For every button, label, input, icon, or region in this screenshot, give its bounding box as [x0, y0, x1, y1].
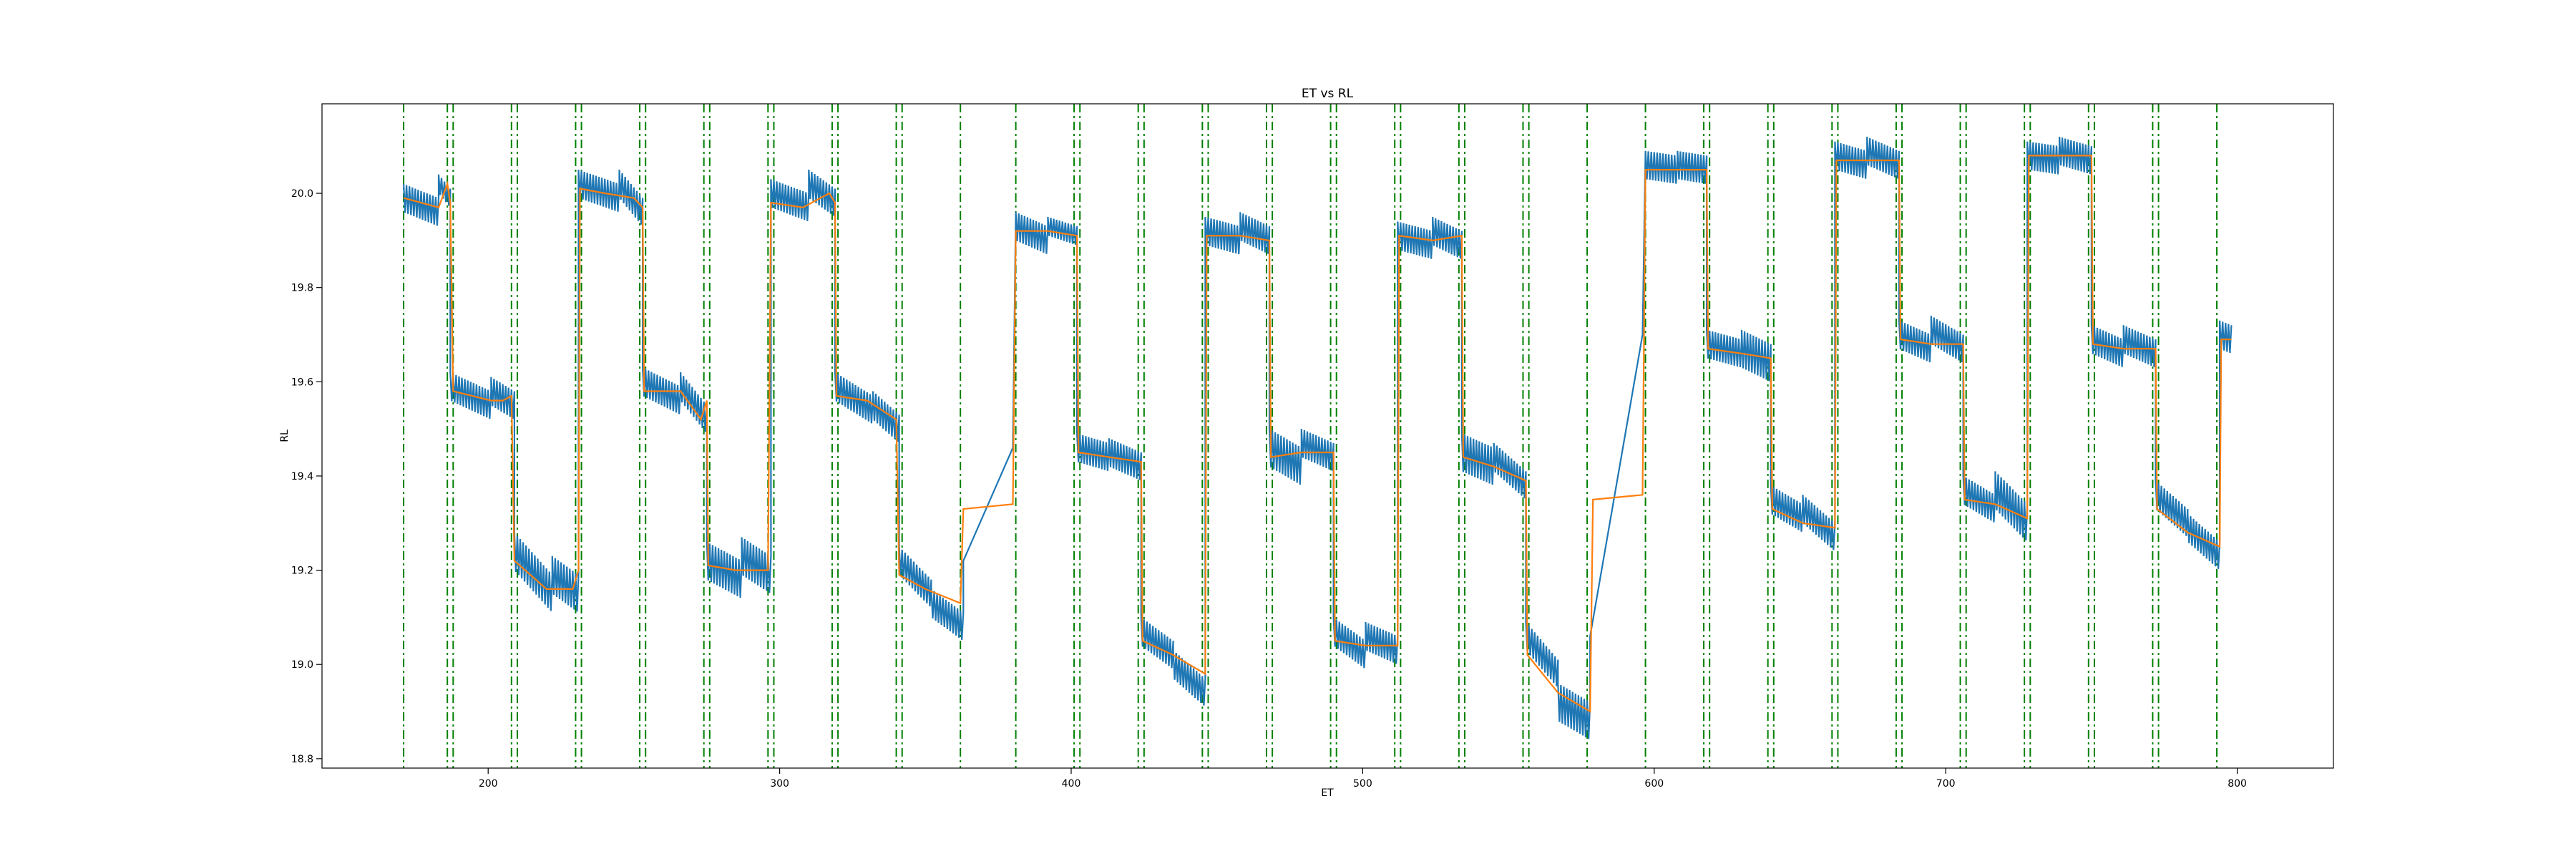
axes-frame [321, 103, 2334, 769]
x-tick-label-300: 300 [770, 778, 789, 790]
vertical-markers [403, 104, 2218, 768]
y-tick-label-5: 19.8 [291, 283, 313, 294]
x-tick-label-200: 200 [479, 778, 498, 790]
x-axis: 200 300 400 500 600 700 800 [479, 768, 2247, 790]
y-tick-label-2: 19.2 [291, 566, 313, 577]
y-tick-label-4: 19.6 [291, 377, 313, 388]
y-tick-label-3: 19.4 [291, 471, 313, 482]
x-tick-label-700: 700 [1936, 778, 1956, 790]
smoothed-series [403, 155, 2232, 713]
x-tick-label-800: 800 [2228, 778, 2247, 790]
chart-title: ET vs RL [1302, 87, 1354, 101]
smoothed-line [403, 155, 2232, 713]
x-axis-label: ET [1321, 787, 1334, 799]
y-tick-label-6: 20.0 [291, 188, 313, 200]
y-axis-label: RL [279, 430, 291, 442]
x-tick-label-500: 500 [1353, 778, 1372, 790]
raw-line [403, 137, 2233, 739]
x-tick-label-600: 600 [1644, 778, 1664, 790]
x-tick-label-400: 400 [1062, 778, 1081, 790]
raw-series [403, 137, 2233, 739]
y-tick-label-0: 18.8 [291, 754, 313, 765]
plot-area [403, 104, 2233, 768]
y-tick-label-1: 19.0 [291, 659, 313, 671]
y-axis: 18.8 19.0 19.2 19.4 19.6 19.8 20.0 [291, 188, 322, 765]
